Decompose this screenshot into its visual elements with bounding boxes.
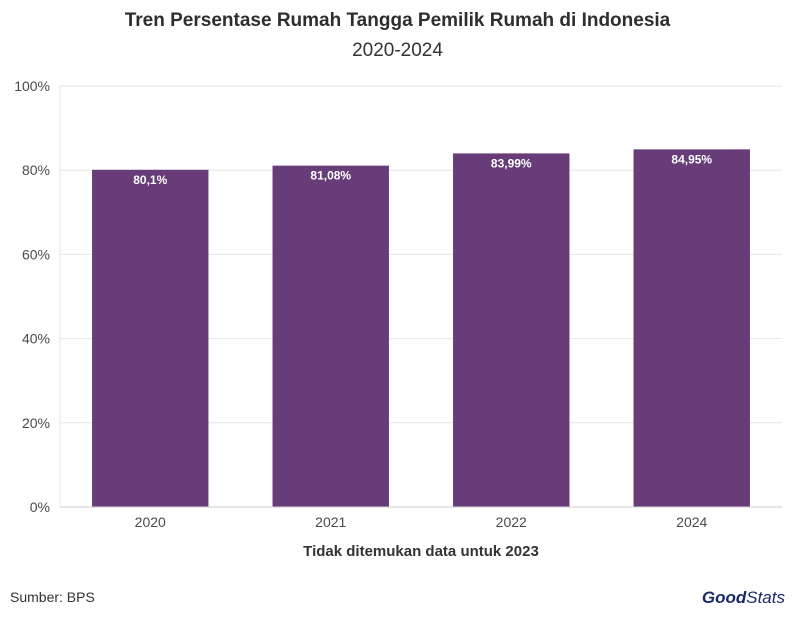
y-tick-label: 60% xyxy=(22,246,50,262)
bars xyxy=(92,149,750,508)
data-label: 81,08% xyxy=(310,169,351,183)
x-axis-label: Tidak ditemukan data untuk 2023 xyxy=(303,543,539,560)
logo-stats-text: Stats xyxy=(746,588,785,607)
x-axis-tick-labels: 2020 2021 2022 2024 xyxy=(135,514,708,530)
chart-subtitle: 2020-2024 xyxy=(352,40,443,61)
bar-2024 xyxy=(633,149,750,507)
logo-good-text: Good xyxy=(701,588,747,607)
x-tick-label: 2021 xyxy=(315,514,346,530)
y-tick-label: 100% xyxy=(14,78,50,94)
y-tick-label: 20% xyxy=(22,415,50,431)
y-tick-label: 0% xyxy=(30,499,50,515)
x-tick-label: 2024 xyxy=(676,514,707,530)
bar-2021 xyxy=(272,165,389,507)
bar-2020 xyxy=(92,169,209,508)
data-label: 84,95% xyxy=(671,152,712,166)
x-tick-label: 2022 xyxy=(496,514,527,530)
y-tick-label: 40% xyxy=(22,331,50,347)
chart-title: Tren Persentase Rumah Tangga Pemilik Rum… xyxy=(124,10,671,31)
y-axis-tick-labels: 0% 20% 40% 60% 80% 100% xyxy=(14,78,50,515)
data-label: 80,1% xyxy=(133,173,167,187)
x-tick-label: 2020 xyxy=(135,514,166,530)
goodstats-logo: GoodStats xyxy=(702,588,785,608)
y-tick-label: 80% xyxy=(22,162,50,178)
data-label: 83,99% xyxy=(491,156,532,170)
bar-2022 xyxy=(453,153,570,507)
source-note: Sumber: BPS xyxy=(10,589,95,605)
data-labels: 80,1% 81,08% 83,99% 84,95% xyxy=(133,152,712,186)
